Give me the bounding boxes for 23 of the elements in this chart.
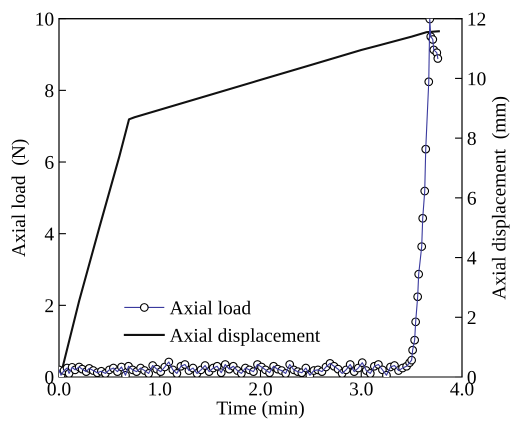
- x-axis-title: Time (min): [216, 400, 304, 419]
- y-tick-label: 0: [45, 370, 54, 384]
- y2-tick-label: 8: [468, 132, 476, 146]
- x-tick-label: 0.0: [48, 382, 70, 396]
- x-tick-label: 3.0: [350, 382, 373, 396]
- y2-tick-label: 2: [468, 311, 476, 324]
- y-tick-label: 8: [45, 84, 54, 98]
- y2-tick-label: 12: [468, 12, 486, 26]
- legend-label: Axial displacement: [170, 328, 320, 346]
- y-axis-title: Axial load (N): [12, 140, 30, 257]
- x-tick-label: 2.0: [249, 382, 272, 396]
- x-tick-label: 4.0: [450, 382, 474, 396]
- y-tick-label: 4: [44, 228, 54, 240]
- y2-tick-label: 10: [468, 72, 486, 86]
- y-tick-label: 6: [45, 156, 54, 169]
- y2-axis-title: Axial displacement (mm): [492, 96, 510, 300]
- y-tick-label: 2: [45, 299, 54, 312]
- legend-label: Axial load: [170, 300, 251, 314]
- y-tick-label: 10: [36, 12, 54, 26]
- y2-tick-label: 4: [467, 252, 476, 264]
- y2-tick-label: 0: [468, 370, 476, 384]
- x-tick-label: 1.0: [149, 382, 172, 396]
- y2-tick-label: 6: [468, 192, 476, 205]
